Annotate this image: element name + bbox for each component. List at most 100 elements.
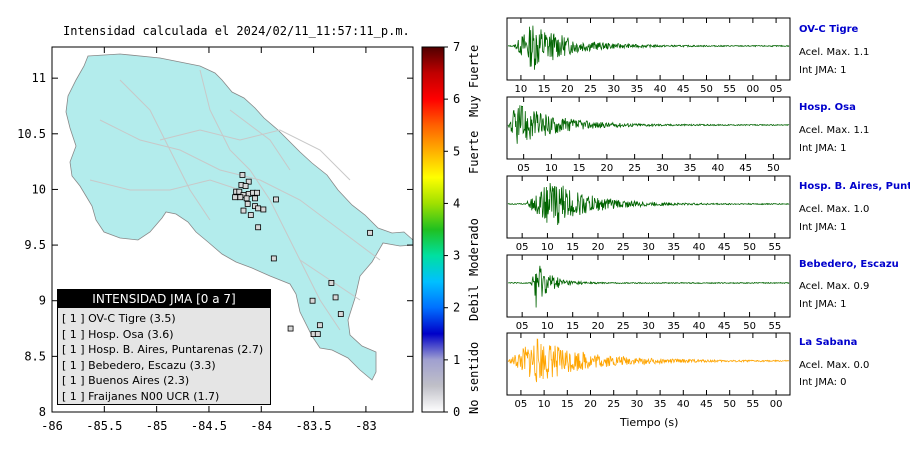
wave-x-tick-label: 35 bbox=[684, 163, 697, 174]
waveform-panel: 05 10 15 20 25 30 35 40 45 50 bbox=[506, 96, 791, 174]
wave-x-tick-label: 10 bbox=[545, 163, 558, 174]
wave-x-tick-label: 50 bbox=[743, 321, 756, 332]
wave-x-tick-label: 50 bbox=[723, 399, 736, 410]
station-int: Int JMA: 1 bbox=[799, 65, 847, 76]
wave-x-tick-label: 30 bbox=[607, 84, 620, 95]
station-accel: Acel. Max. 0.9 bbox=[799, 281, 870, 292]
scale-tick-label: 3 bbox=[453, 249, 460, 263]
legend-row: [ 1 ] OV-C Tigre (3.5) bbox=[62, 312, 176, 325]
wave-x-tick-label: 35 bbox=[631, 84, 644, 95]
waveform-panel: 10 15 20 25 30 35 40 45 50 55 00 05 bbox=[506, 17, 791, 95]
wave-x-tick-label: 40 bbox=[654, 84, 667, 95]
station-marker bbox=[243, 195, 250, 202]
station-name: La Sabana bbox=[799, 337, 858, 348]
road-network bbox=[89, 69, 381, 331]
intensity-color-scale: 0 1 2 3 4 5 6 7 bbox=[421, 40, 460, 419]
station-int: Int JMA: 1 bbox=[799, 299, 847, 310]
station-marker bbox=[337, 311, 344, 317]
station-marker bbox=[254, 189, 260, 196]
scale-tick-label: 5 bbox=[453, 144, 460, 158]
wave-x-tick-label: 20 bbox=[601, 163, 614, 174]
map-axis-ticks: 11 10.5 10 9.5 9 8.5 8-86 -85.5 -85 -84.5 -84 -83.5… bbox=[17, 47, 413, 433]
scale-tick-label: 0 bbox=[453, 405, 460, 419]
scale-label-no-sentido: No sentido bbox=[467, 341, 481, 414]
station-int: Int JMA: 1 bbox=[799, 222, 847, 233]
wave-x-tick-label: 00 bbox=[770, 399, 783, 410]
wave-x-tick-label: 35 bbox=[654, 399, 667, 410]
wave-x-tick-label: 45 bbox=[718, 321, 731, 332]
waveform-trace bbox=[507, 105, 790, 144]
station-marker bbox=[314, 331, 321, 338]
waveform-panel: 05 10 15 20 25 30 35 40 45 50 55 00 bbox=[506, 332, 791, 410]
station-marker bbox=[309, 297, 316, 304]
station-marker bbox=[287, 325, 294, 332]
wave-x-tick-label: 15 bbox=[566, 242, 579, 253]
wave-x-tick-label: 25 bbox=[617, 321, 630, 332]
station-name: Hosp. B. Aires, Puntarenas bbox=[799, 181, 910, 192]
legend-row: [ 1 ] Fraijanes N00 UCR (1.7) bbox=[62, 389, 220, 403]
station-marker bbox=[236, 188, 243, 195]
map-title: Intensidad calculada el 2024/02/11_11:57… bbox=[63, 24, 410, 38]
station-marker bbox=[232, 194, 239, 201]
wave-x-tick-label: 05 bbox=[516, 321, 529, 332]
station-marker bbox=[260, 206, 267, 213]
legend-title: INTENSIDAD JMA [0 a 7] bbox=[58, 290, 270, 308]
legend-row: [ 1 ] Buenos Aires (2.3) bbox=[62, 374, 190, 387]
station-marker bbox=[332, 294, 339, 301]
wave-x-tick-label: 25 bbox=[584, 84, 597, 95]
wave-x-tick-label: 30 bbox=[631, 399, 644, 410]
waveform-panels: 10 15 20 25 30 35 40 45 50 55 00 05 05 10 15 20 25 30 35 40… bbox=[506, 17, 791, 410]
scale-label-fuerte: Fuerte bbox=[467, 130, 481, 174]
waveform-trace bbox=[508, 265, 790, 308]
waveform-panel: 05 10 15 20 25 30 35 40 45 50 55 bbox=[506, 254, 791, 332]
legend-row: [ 1 ] Bebedero, Escazu (3.3) bbox=[62, 358, 216, 372]
scale-label-moderado: Moderado bbox=[467, 218, 481, 276]
station-markers bbox=[232, 172, 373, 338]
wave-x-tick-label: 30 bbox=[642, 242, 655, 253]
panel-frame bbox=[506, 17, 791, 81]
scale-tick-label: 7 bbox=[453, 40, 460, 54]
wave-x-tick-label: 25 bbox=[617, 242, 630, 253]
station-marker bbox=[367, 229, 373, 236]
station-marker bbox=[240, 207, 247, 214]
station-marker bbox=[242, 183, 249, 190]
wave-x-tick-label: 20 bbox=[592, 242, 605, 253]
wave-x-tick-label: 40 bbox=[711, 163, 724, 174]
wave-x-tick-label: 45 bbox=[718, 242, 731, 253]
wave-x-tick-label: 45 bbox=[700, 399, 713, 410]
station-accel: Acel. Max. 1.1 bbox=[799, 125, 870, 136]
wave-x-tick-label: 55 bbox=[768, 242, 781, 253]
wave-x-tick-label: 05 bbox=[517, 163, 530, 174]
x-tick-label: -84 bbox=[250, 419, 272, 433]
station-marker bbox=[245, 178, 252, 185]
wave-x-tick-label: 50 bbox=[743, 242, 756, 253]
station-accel: Acel. Max. 1.0 bbox=[799, 204, 870, 215]
x-tick-label: -86 bbox=[41, 419, 63, 433]
scale-label-muy-fuerte: Muy Fuerte bbox=[467, 44, 481, 117]
wave-x-tick-label: 50 bbox=[767, 163, 780, 174]
scale-label-debil: Debil bbox=[467, 284, 481, 321]
station-name: Bebedero, Escazu bbox=[799, 259, 899, 270]
wave-x-tick-label: 20 bbox=[592, 321, 605, 332]
costa-rica-land bbox=[65, 53, 414, 381]
station-accel: Acel. Max. 0.0 bbox=[799, 360, 870, 371]
x-tick-label: -85 bbox=[146, 419, 168, 433]
station-int: Int JMA: 0 bbox=[799, 377, 847, 388]
panel-frame bbox=[506, 332, 791, 396]
y-tick-label: 9 bbox=[39, 294, 46, 308]
wave-x-tick-label: 40 bbox=[677, 399, 690, 410]
x-tick-label: -83.5 bbox=[296, 419, 332, 433]
station-marker bbox=[252, 195, 258, 202]
station-accel: Acel. Max. 1.1 bbox=[799, 47, 870, 58]
station-marker bbox=[316, 322, 323, 329]
wave-x-tick-label: 10 bbox=[541, 321, 554, 332]
waveform-trace bbox=[507, 182, 790, 226]
station-name: Hosp. Osa bbox=[799, 102, 856, 113]
y-tick-label: 8 bbox=[39, 405, 46, 419]
x-tick-label: -85.5 bbox=[86, 419, 122, 433]
scale-gradient bbox=[421, 46, 445, 413]
wave-x-tick-label: 15 bbox=[573, 163, 586, 174]
station-name: OV-C Tigre bbox=[799, 24, 859, 35]
scale-tick-label: 6 bbox=[453, 92, 460, 106]
